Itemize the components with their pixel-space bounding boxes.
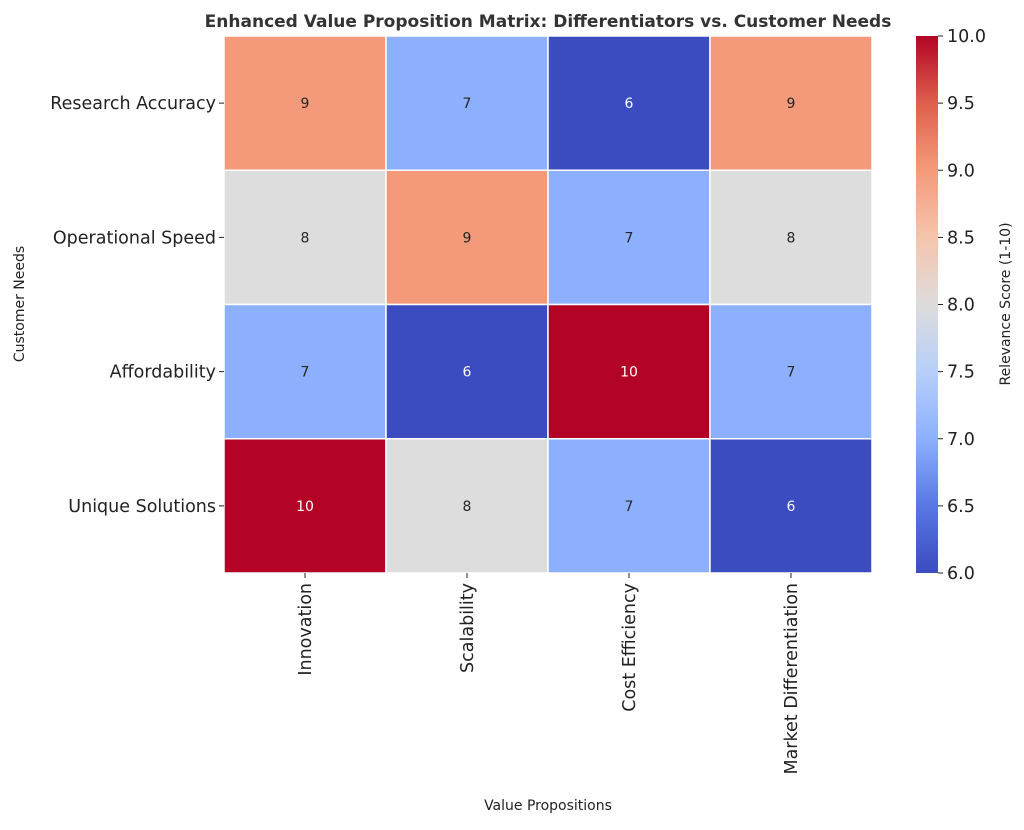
cell-value-label: 8: [787, 230, 796, 246]
x-tick-label: Cost Efficiency: [620, 583, 640, 712]
y-tick-label: Operational Speed: [53, 228, 216, 248]
y-tick-label: Affordability: [110, 363, 216, 383]
heatmap-cells: [223, 35, 873, 574]
cell-value-label: 9: [301, 96, 310, 112]
heatmap-cell: [385, 438, 549, 574]
cell-value-label: 10: [296, 499, 314, 515]
x-axis-label: Value Propositions: [484, 798, 612, 814]
x-axis-ticks: Innovation Scalability Cost Efficiency Mark…: [296, 573, 802, 775]
colorbar-tick-label: 9.0: [947, 161, 975, 181]
cell-value-label: 7: [625, 230, 634, 246]
chart-title: Enhanced Value Proposition Matrix: Diffe…: [205, 12, 892, 32]
colorbar-tick-label: 10.0: [947, 27, 986, 47]
cell-value-label: 6: [625, 96, 634, 112]
heatmap-cell: [385, 169, 549, 306]
colorbar-ticks: 6.0 6.5 7.0 7.5 8.0 8.5 9.0 9.5 10.0: [938, 27, 986, 584]
colorbar-tick-label: 7.0: [947, 430, 975, 450]
cell-value-label: 9: [787, 96, 796, 112]
colorbar-tick-label: 6.0: [947, 564, 975, 584]
cell-value-label: 7: [625, 499, 634, 515]
x-tick-label: Market Differentiation: [782, 583, 802, 775]
heatmap-cell-labels: 9 7 6 9 8 9 7 8 7 6 10 7 10 8 7 6: [296, 96, 795, 515]
colorbar-tick-label: 7.5: [947, 363, 975, 383]
heatmap-cell: [223, 169, 387, 306]
cell-value-label: 8: [301, 230, 310, 246]
heatmap-cell: [709, 169, 873, 306]
y-axis-ticks: Research Accuracy Operational Speed Afford…: [50, 94, 224, 517]
cell-value-label: 6: [463, 365, 472, 381]
cell-value-label: 8: [463, 499, 472, 515]
colorbar: [916, 36, 938, 573]
colorbar-label: Relevance Score (1-10): [998, 222, 1014, 385]
cell-value-label: 7: [787, 365, 796, 381]
heatmap-cell: [223, 35, 387, 171]
heatmap-cell: [385, 35, 549, 171]
colorbar-tick-label: 9.5: [947, 94, 975, 114]
heatmap-cell: [709, 35, 873, 171]
cell-value-label: 7: [301, 365, 310, 381]
heatmap-cell: [709, 303, 873, 440]
cell-value-label: 6: [787, 499, 796, 515]
heatmap-cell: [385, 303, 549, 440]
x-tick-label: Innovation: [296, 583, 316, 676]
cell-value-label: 10: [620, 365, 638, 381]
cell-value-label: 7: [463, 96, 472, 112]
y-tick-label: Unique Solutions: [68, 497, 216, 517]
heatmap-cell: [547, 438, 711, 574]
heatmap-cell: [709, 438, 873, 574]
y-axis-label: Customer Needs: [12, 246, 28, 362]
heatmap-cell: [223, 438, 387, 574]
cell-value-label: 9: [463, 230, 472, 246]
colorbar-tick-label: 6.5: [947, 497, 975, 517]
x-tick-label: Scalability: [458, 583, 478, 673]
heatmap-cell: [547, 35, 711, 171]
colorbar-tick-label: 8.5: [947, 228, 975, 248]
colorbar-tick-label: 8.0: [947, 296, 975, 316]
y-tick-label: Research Accuracy: [50, 94, 216, 114]
